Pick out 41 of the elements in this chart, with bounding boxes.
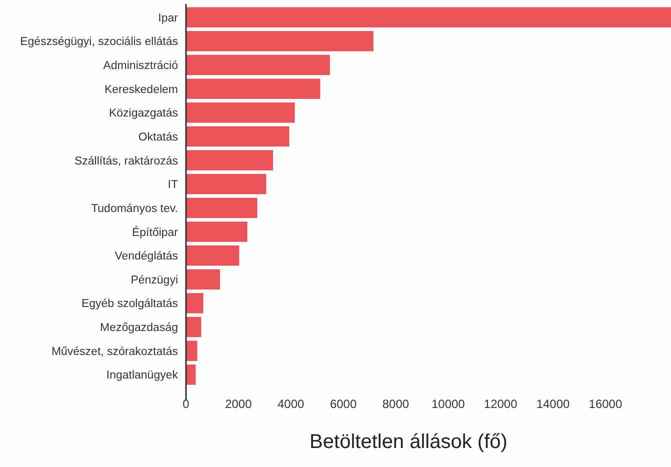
bar	[186, 31, 374, 52]
x-tick-label: 4000	[278, 397, 305, 411]
x-tick-label: 12000	[484, 397, 518, 411]
bar	[186, 269, 220, 290]
x-tick-label: 10000	[431, 397, 466, 411]
y-tick-label: Ipar	[158, 12, 178, 24]
bar	[186, 198, 258, 218]
x-tick-label: 14000	[536, 397, 570, 411]
y-tick-label: Egészségügyi, szociális ellátás	[20, 36, 178, 48]
y-tick-label: Mezőgazdaság	[100, 322, 178, 334]
y-tick-label: Egyéb szolgáltatás	[81, 298, 178, 310]
x-axis-title: Betöltetlen állások (fő)	[310, 431, 508, 453]
y-tick-label: Oktatás	[138, 131, 178, 144]
bar	[186, 7, 671, 28]
x-tick-label: 0	[182, 397, 190, 411]
x-tick-label: 16000	[588, 397, 622, 411]
y-tick-label: Pénzügyi	[130, 274, 178, 286]
bar	[186, 54, 330, 76]
bar	[186, 174, 266, 194]
bar	[186, 78, 320, 99]
y-tick-label: Adminisztráció	[103, 60, 178, 72]
bar	[186, 245, 240, 266]
bar	[186, 150, 274, 170]
y-tick-label: Vendéglátás	[114, 250, 178, 263]
y-tick-label: Művészet, szórakoztatás	[51, 346, 178, 358]
x-tick-label: 2000	[225, 397, 252, 411]
bar	[186, 222, 248, 242]
bar	[186, 316, 202, 338]
bar	[186, 126, 290, 147]
y-tick-label: IT	[168, 179, 178, 192]
y-tick-label: Ingatlanügyek	[106, 370, 178, 382]
bar	[186, 340, 198, 361]
x-tick-label: 6000	[330, 397, 357, 411]
y-tick-label: Tudományos tev.	[91, 202, 178, 215]
bar	[186, 293, 204, 314]
y-tick-label: Építőipar	[132, 226, 178, 239]
x-tick-label: 8000	[382, 397, 410, 411]
y-tick-label: Szállítás, raktározás	[74, 155, 178, 168]
y-tick-label: Közigazgatás	[108, 108, 178, 120]
bar	[186, 102, 295, 123]
y-tick-label: Kereskedelem	[104, 84, 178, 96]
